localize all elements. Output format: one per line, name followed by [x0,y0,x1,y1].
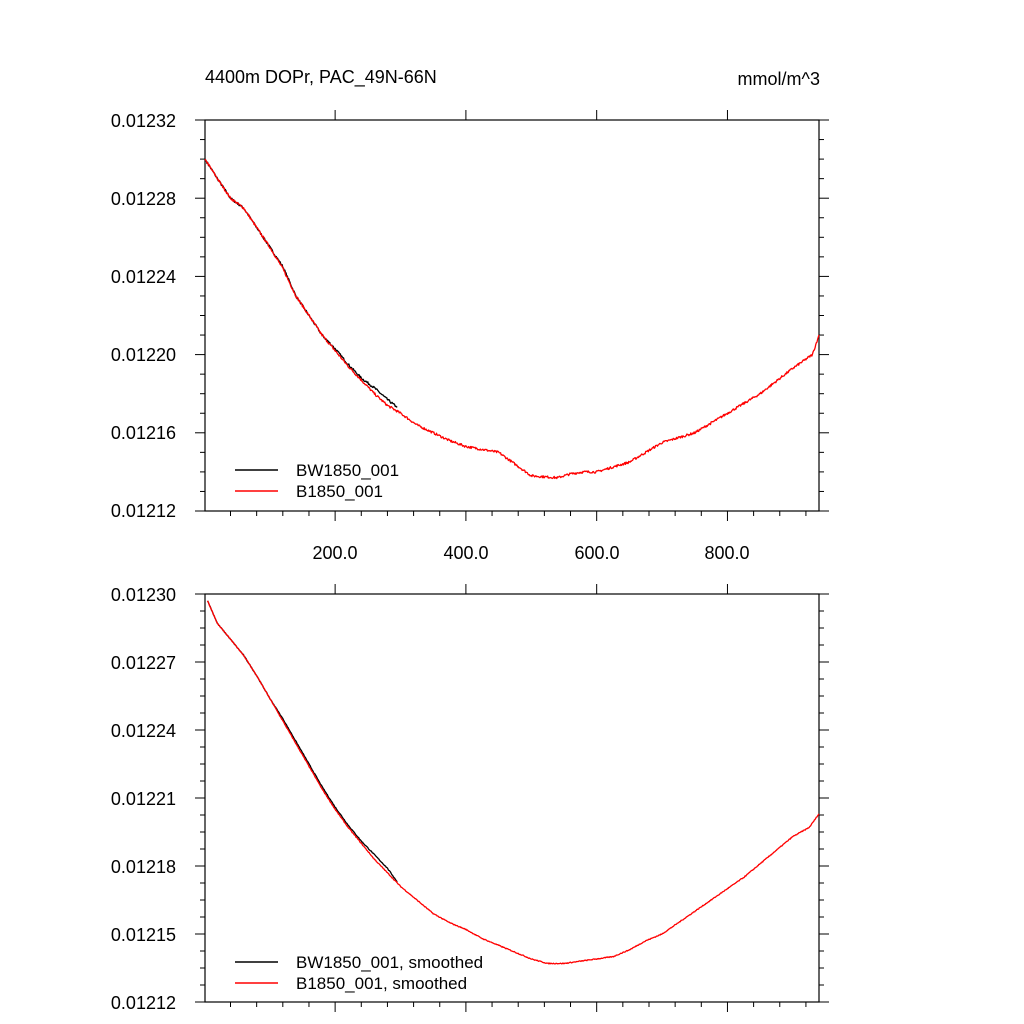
y-tick-label: 0.01227 [111,653,176,673]
top-series [204,158,820,480]
y-tick-label: 0.01218 [111,857,176,877]
top-legend: BW1850_001 B1850_001 [235,461,399,501]
y-tick-label: 0.01215 [111,925,176,945]
y-tick-label: 0.01221 [111,789,176,809]
y-tick-label: 0.01212 [111,993,176,1013]
units-label: mmol/m^3 [738,69,820,89]
series-line-bw1850 [207,600,398,883]
top-panel: 4400m DOPr, PAC_49N-66N mmol/m^3 0.01212… [111,67,829,563]
legend-label-bw1850-smoothed: BW1850_001, smoothed [296,953,483,972]
x-tick-label: 800.0 [704,543,749,563]
y-tick-label: 0.01212 [111,501,176,521]
y-tick-label: 0.01224 [111,721,176,741]
x-tick-label: 400.0 [443,543,488,563]
legend-label-b1850-smoothed: B1850_001, smoothed [296,974,467,993]
legend-label-bw1850: BW1850_001 [296,461,399,480]
series-line-bw1850 [204,158,398,408]
legend-label-b1850: B1850_001 [296,482,383,501]
bottom-ticks [195,584,829,1012]
bottom-y-tick-labels: 0.01212 0.01215 0.01218 0.01221 0.01224 … [111,585,176,1013]
bottom-plot-frame [204,593,820,1003]
y-tick-label: 0.01230 [111,585,176,605]
x-tick-label: 600.0 [574,543,619,563]
x-tick-label: 200.0 [312,543,357,563]
y-tick-label: 0.01228 [111,189,176,209]
y-tick-label: 0.01232 [111,111,176,131]
top-plot-frame [204,119,820,512]
top-y-tick-labels: 0.01212 0.01216 0.01220 0.01224 0.01228 … [111,111,176,521]
y-tick-label: 0.01220 [111,345,176,365]
y-tick-label: 0.01224 [111,267,176,287]
chart-title: 4400m DOPr, PAC_49N-66N [205,67,437,88]
bottom-series [207,600,820,965]
series-line-b1850 [204,158,820,480]
series-line-b1850 [207,600,820,965]
top-x-tick-labels: 200.0 400.0 600.0 800.0 [312,543,749,563]
y-tick-label: 0.01216 [111,423,176,443]
bottom-legend: BW1850_001, smoothed B1850_001, smoothed [235,953,483,993]
top-ticks [195,110,829,521]
bottom-panel: 0.01212 0.01215 0.01218 0.01221 0.01224 … [111,584,829,1013]
